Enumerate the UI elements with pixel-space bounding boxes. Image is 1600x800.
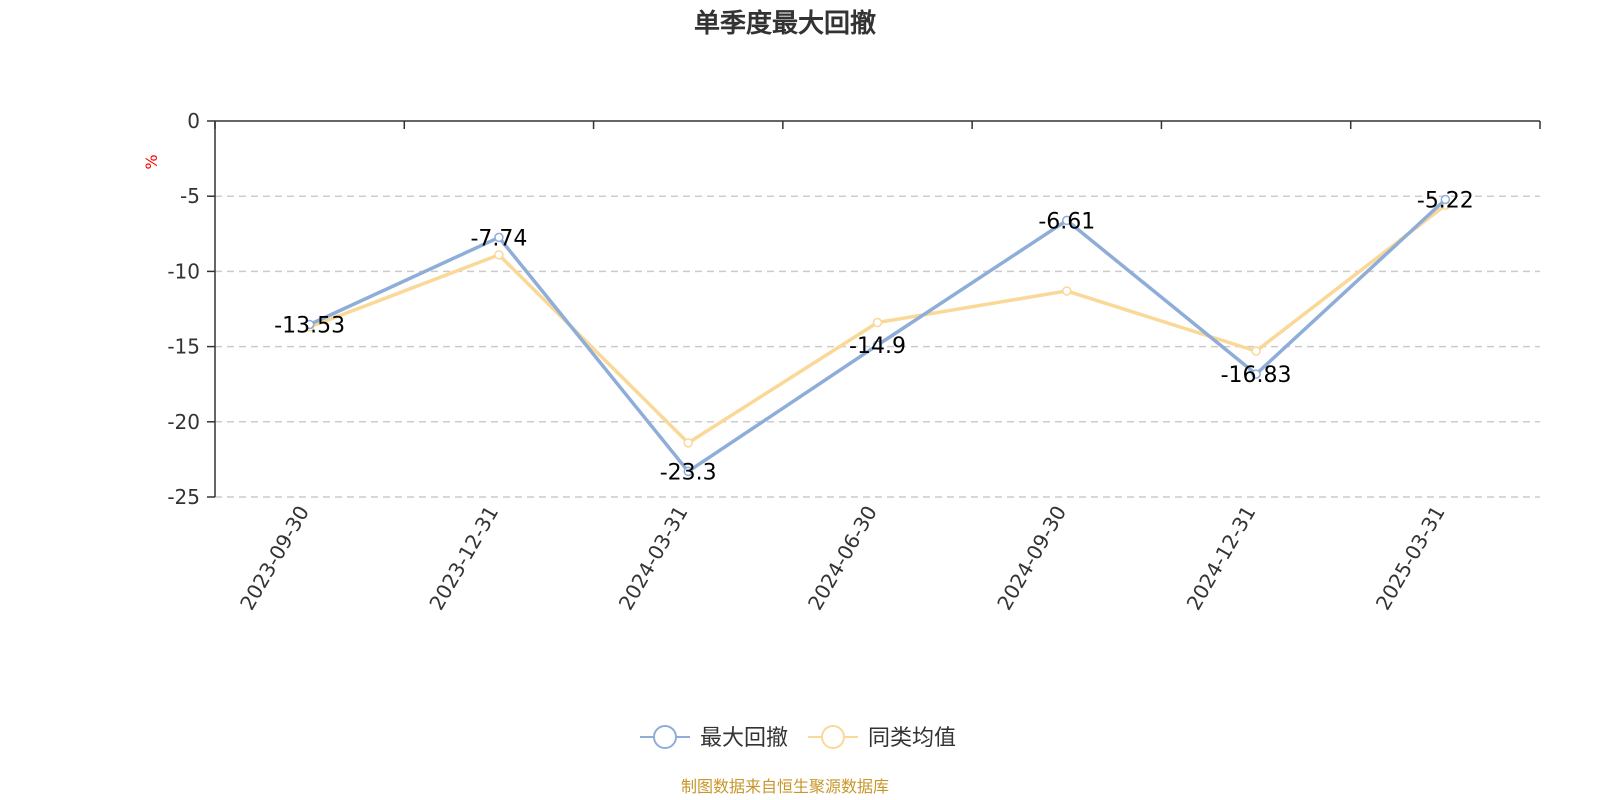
legend-item[interactable]: 最大回撤 xyxy=(640,725,788,751)
y-tick-label: -25 xyxy=(167,485,200,509)
data-label: -13.53 xyxy=(274,313,345,338)
x-tick-label: 2024-06-30 xyxy=(803,502,882,615)
x-tick-label: 2025-03-31 xyxy=(1371,502,1450,615)
source-note: 制图数据来自恒生聚源数据库 xyxy=(681,777,889,796)
data-label: -5.22 xyxy=(1417,189,1474,214)
axes xyxy=(214,120,1540,497)
legend-item[interactable]: 同类均值 xyxy=(808,725,956,751)
legend-circle-icon xyxy=(653,725,677,749)
data-label: -16.83 xyxy=(1221,363,1292,388)
y-tick-label: -20 xyxy=(167,410,200,434)
x-axis-ticks: 2023-09-30 2023-12-31 2024-03-31 2024-06-30… xyxy=(214,121,1541,615)
y-tick-label: 0 xyxy=(187,109,200,133)
data-label: -14.9 xyxy=(849,334,906,359)
x-tick-label: 2024-12-31 xyxy=(1181,502,1260,615)
y-tick-label: -5 xyxy=(180,184,200,208)
chart-title: 单季度最大回撤 xyxy=(694,8,876,39)
legend-label: 最大回撤 xyxy=(700,726,788,751)
x-tick-label: 2024-03-31 xyxy=(614,502,693,615)
data-point xyxy=(872,340,883,350)
data-point xyxy=(1062,286,1072,296)
data-point xyxy=(1251,369,1261,379)
y-tick-label: -10 xyxy=(167,259,200,283)
y-axis-ticks: 0 -5 -10 -15 -20 -25 xyxy=(167,109,215,509)
legend-circle-icon xyxy=(821,725,845,749)
data-point xyxy=(494,250,504,260)
series-group xyxy=(304,194,1451,477)
legend[interactable]: 最大回撤 同类均值 xyxy=(640,725,956,751)
y-tick-label: -15 xyxy=(167,335,200,359)
data-point xyxy=(494,232,504,243)
data-label: -23.3 xyxy=(660,460,717,485)
data-point xyxy=(304,319,315,330)
x-tick-label: 2023-12-31 xyxy=(424,502,503,615)
x-tick-label: 2023-09-30 xyxy=(235,502,314,615)
legend-label: 同类均值 xyxy=(868,726,956,751)
data-point xyxy=(1062,215,1072,226)
data-point xyxy=(683,466,693,477)
data-label: -6.61 xyxy=(1038,209,1095,234)
data-point xyxy=(683,438,693,448)
y-axis-label: % xyxy=(142,154,161,169)
data-point xyxy=(1440,194,1451,205)
data-point xyxy=(872,317,883,328)
data-labels: -13.53 -7.74 -23.3 -14.9 -6.61 -16.83 -5.22 xyxy=(274,189,1474,486)
x-tick-label: 2024-09-30 xyxy=(992,502,1071,615)
data-point xyxy=(1251,346,1261,356)
data-label: -7.74 xyxy=(470,226,527,251)
